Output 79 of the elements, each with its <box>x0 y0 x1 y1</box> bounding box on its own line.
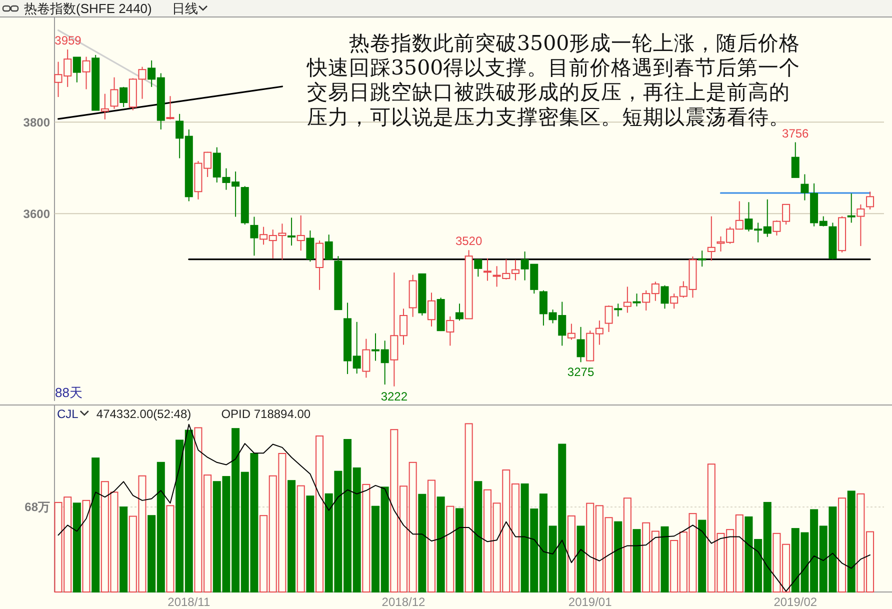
bar <box>847 490 856 592</box>
candlestick <box>455 303 464 322</box>
bar <box>464 423 473 592</box>
candlestick <box>427 292 436 327</box>
bar <box>166 505 174 592</box>
candlestick <box>324 234 333 260</box>
candlestick <box>632 293 641 307</box>
candlestick <box>250 216 258 256</box>
text: 474332.00(52:48) <box>96 407 192 421</box>
text: CJL <box>57 407 79 421</box>
candlestick <box>576 326 585 363</box>
candlestick <box>362 338 370 378</box>
bar <box>427 480 436 592</box>
bar <box>306 496 314 592</box>
text: OPID 718894.00 <box>221 407 311 421</box>
y-tick-label: 3600 <box>23 206 50 221</box>
candlestick <box>707 216 716 262</box>
candlestick <box>82 56 90 90</box>
bar <box>92 458 100 592</box>
bar <box>576 526 585 592</box>
candlestick <box>623 286 632 314</box>
annotation: 3959 <box>54 33 82 48</box>
annotation: 3222 <box>380 389 408 404</box>
bar <box>660 526 669 592</box>
annotation: 热卷指数此前突破3500形成一轮上涨，随后价格 <box>349 31 800 55</box>
candlestick <box>296 214 305 252</box>
candlestick <box>660 284 669 310</box>
candlestick <box>100 93 109 120</box>
candlestick <box>166 96 174 120</box>
bar <box>614 521 622 592</box>
chart-subtitle: 日线 <box>172 1 198 16</box>
candlestick <box>614 303 622 317</box>
x-tick-label: 2019/01 <box>568 595 612 609</box>
annotation: 3275 <box>567 365 594 380</box>
bar <box>288 480 296 592</box>
bar <box>446 506 454 592</box>
candlestick <box>698 250 706 268</box>
bar <box>474 481 482 592</box>
annotation: 交易日跳空缺口被跌破形成的反压，再往上是前高的 <box>307 80 790 104</box>
bar <box>418 494 426 592</box>
bar <box>623 498 632 592</box>
annotation: 快速回踩3500得以支撑。目前价格遇到春节后第一个 <box>306 56 800 80</box>
bar <box>632 529 641 592</box>
candlestick <box>288 217 296 246</box>
candlestick <box>567 323 576 340</box>
chart-title: 热卷指数(SHFE 2440) <box>24 1 152 16</box>
bar <box>698 520 706 592</box>
candlestick <box>800 174 809 201</box>
candlestick <box>110 76 118 110</box>
candlestick <box>791 142 800 178</box>
candlestick <box>446 316 454 346</box>
candlestick <box>72 56 81 83</box>
annotation: 3520 <box>455 234 482 248</box>
bar <box>120 506 128 592</box>
bar <box>82 500 90 592</box>
ref-line-label: 68万 <box>24 500 50 514</box>
candlestick <box>856 204 865 247</box>
bar <box>72 502 81 592</box>
bar <box>567 515 576 592</box>
annotation: 88天 <box>55 385 82 400</box>
bar <box>436 496 445 592</box>
annotation: 压力，可以说是压力支撑密集区。短期以震荡看待。 <box>307 104 790 129</box>
candlestick <box>306 230 314 262</box>
x-tick-label: 2018/12 <box>382 595 426 609</box>
bar <box>362 484 370 592</box>
candlestick <box>847 192 856 224</box>
y-tick-label: 3800 <box>23 115 50 130</box>
candlestick <box>474 258 482 278</box>
candlestick <box>604 304 613 332</box>
bar <box>838 498 846 592</box>
candlestick <box>866 191 874 210</box>
bar <box>316 435 324 592</box>
annotation: 3756 <box>782 126 810 140</box>
candlestick <box>120 86 128 108</box>
bar <box>455 508 464 592</box>
x-tick-label: 2018/11 <box>168 595 210 609</box>
candlestick <box>483 258 492 282</box>
x-tick-label: 2019/02 <box>774 595 818 609</box>
bar <box>296 485 305 592</box>
